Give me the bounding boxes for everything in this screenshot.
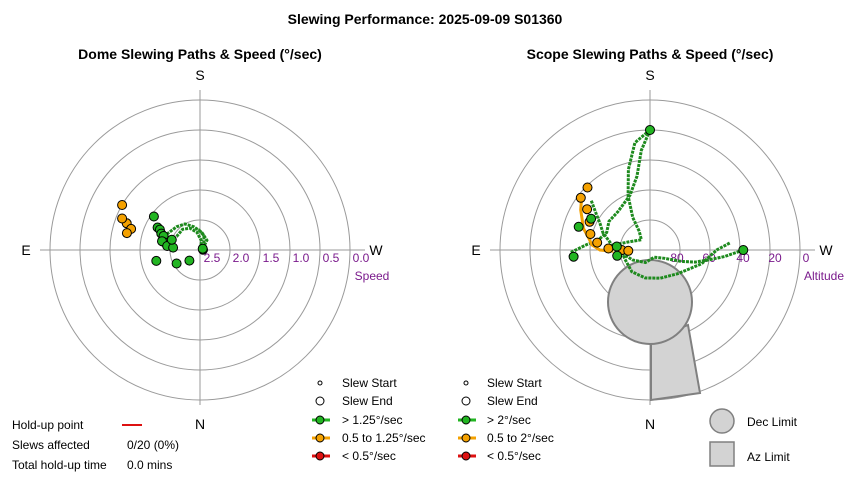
az-limit-legend-marker bbox=[709, 441, 735, 467]
legend-fast-marker bbox=[315, 415, 325, 425]
dome-tick-2.5: 2.5 bbox=[204, 251, 221, 265]
dome-dir-right: W bbox=[369, 242, 383, 258]
legend-slow-marker bbox=[315, 451, 325, 461]
scope-slew-point-15 bbox=[611, 241, 622, 252]
dome-dir-left: E bbox=[21, 242, 30, 258]
scope-slew-point-0 bbox=[582, 182, 593, 193]
dome-tick-2.0: 2.0 bbox=[233, 251, 250, 265]
slews-affected-label: Slews affected bbox=[12, 438, 90, 452]
dome-slew-point-19 bbox=[166, 234, 177, 245]
dome-slew-point-18 bbox=[197, 243, 208, 254]
dome-tick-0.5: 0.5 bbox=[323, 251, 340, 265]
scope-polar-plot: S N E W 80 60 40 20 0 Altitude bbox=[471, 67, 844, 432]
scope-legend-slow-marker bbox=[461, 451, 471, 461]
scope-slew-point-4 bbox=[585, 229, 596, 239]
dome-slew-point-0 bbox=[117, 200, 128, 210]
dome-legend: Slew Start Slew End > 1.25°/sec 0.5 to 1… bbox=[312, 376, 426, 463]
scope-dir-bottom: N bbox=[645, 416, 655, 432]
scope-slew-path-0 bbox=[616, 128, 651, 246]
scope-dec-limit-region bbox=[607, 259, 693, 345]
scope-dir-top: S bbox=[645, 67, 654, 83]
dome-slew-path-2 bbox=[197, 228, 206, 251]
scope-legend-dec-limit: Dec Limit bbox=[747, 415, 798, 429]
scope-legend-slew-start-marker bbox=[463, 380, 469, 386]
dome-dir-bottom: N bbox=[195, 416, 205, 432]
dome-slew-point-4 bbox=[121, 228, 132, 239]
scope-slew-point-12 bbox=[586, 213, 597, 224]
dome-polar-plot: S N E W 2.5 2.0 1.5 1.0 0.5 0.0 Speed bbox=[21, 67, 389, 432]
scope-slew-point-6 bbox=[603, 243, 614, 254]
scope-legend: Slew Start Slew End > 2°/sec 0.5 to 2°/s… bbox=[458, 376, 798, 467]
dome-slew-point-5 bbox=[148, 211, 159, 222]
holdup-time-label: Total hold-up time bbox=[12, 458, 107, 472]
dome-legend-slew-end: Slew End bbox=[342, 394, 393, 408]
dome-slew-point-16 bbox=[184, 255, 195, 266]
dome-tick-1.5: 1.5 bbox=[263, 251, 280, 265]
scope-legend-fast-marker bbox=[461, 415, 471, 425]
holdup-point-label: Hold-up point bbox=[12, 418, 84, 432]
scope-legend-slew-start: Slew Start bbox=[487, 376, 542, 390]
scope-legend-slow: < 0.5°/sec bbox=[487, 449, 541, 463]
scope-slew-point-9 bbox=[645, 125, 655, 135]
dome-legend-slew-start: Slew Start bbox=[342, 376, 397, 390]
dome-points bbox=[117, 200, 208, 269]
dome-slew-path-1 bbox=[158, 222, 209, 250]
scope-dir-right: W bbox=[819, 242, 833, 258]
scope-slew-point-11 bbox=[573, 221, 584, 232]
scope-paths bbox=[569, 128, 744, 280]
holdup-time-value: 0.0 mins bbox=[127, 458, 172, 472]
dome-tick-1.0: 1.0 bbox=[293, 251, 310, 265]
scope-slew-point-13 bbox=[568, 251, 579, 262]
legend-slew-end-marker bbox=[315, 396, 325, 406]
dome-legend-fast: > 1.25°/sec bbox=[342, 413, 403, 427]
dome-slew-point-14 bbox=[151, 255, 162, 266]
scope-legend-slew-end-marker bbox=[461, 396, 471, 406]
scope-dir-left: E bbox=[471, 242, 480, 258]
scope-slew-point-2 bbox=[582, 204, 593, 215]
scope-slew-path-3 bbox=[618, 241, 731, 280]
scope-legend-medium-marker bbox=[461, 433, 471, 443]
scope-legend-az-limit: Az Limit bbox=[747, 450, 790, 464]
dome-chart-title: Dome Slewing Paths & Speed (°/sec) bbox=[78, 46, 322, 62]
scope-tick-40: 40 bbox=[736, 251, 750, 265]
scope-legend-slew-end: Slew End bbox=[487, 394, 538, 408]
dome-radial-label: Speed bbox=[355, 269, 390, 283]
dec-limit-legend-marker bbox=[709, 408, 735, 434]
dome-tick-0.0: 0.0 bbox=[353, 251, 370, 265]
page-title: Slewing Performance: 2025-09-09 S01360 bbox=[288, 11, 563, 27]
scope-tick-0: 0 bbox=[803, 251, 810, 265]
dome-legend-medium: 0.5 to 1.25°/sec bbox=[342, 431, 426, 445]
scope-legend-medium: 0.5 to 2°/sec bbox=[487, 431, 554, 445]
scope-slew-path-2 bbox=[615, 248, 744, 265]
scope-slew-point-8 bbox=[623, 245, 634, 256]
dome-slew-point-15 bbox=[171, 258, 182, 269]
scope-chart-title: Scope Slewing Paths & Speed (°/sec) bbox=[527, 46, 774, 62]
legend-medium-marker bbox=[315, 433, 325, 443]
scope-legend-fast: > 2°/sec bbox=[487, 413, 531, 427]
scope-radial-label: Altitude bbox=[804, 269, 844, 283]
scope-slew-point-14 bbox=[612, 250, 623, 261]
dome-dir-top: S bbox=[195, 67, 204, 83]
scope-slew-point-1 bbox=[575, 192, 586, 203]
dome-slew-point-2 bbox=[117, 213, 128, 224]
dome-legend-slow: < 0.5°/sec bbox=[342, 449, 396, 463]
scope-slew-point-5 bbox=[592, 237, 603, 248]
scope-tick-20: 20 bbox=[768, 251, 782, 265]
slews-affected-value: 0/20 (0%) bbox=[127, 438, 179, 452]
holdup-summary: Hold-up point Slews affected 0/20 (0%) T… bbox=[12, 418, 179, 472]
legend-slew-start-marker bbox=[317, 380, 323, 386]
scope-slew-point-10 bbox=[738, 245, 749, 255]
scope-points bbox=[568, 125, 749, 262]
